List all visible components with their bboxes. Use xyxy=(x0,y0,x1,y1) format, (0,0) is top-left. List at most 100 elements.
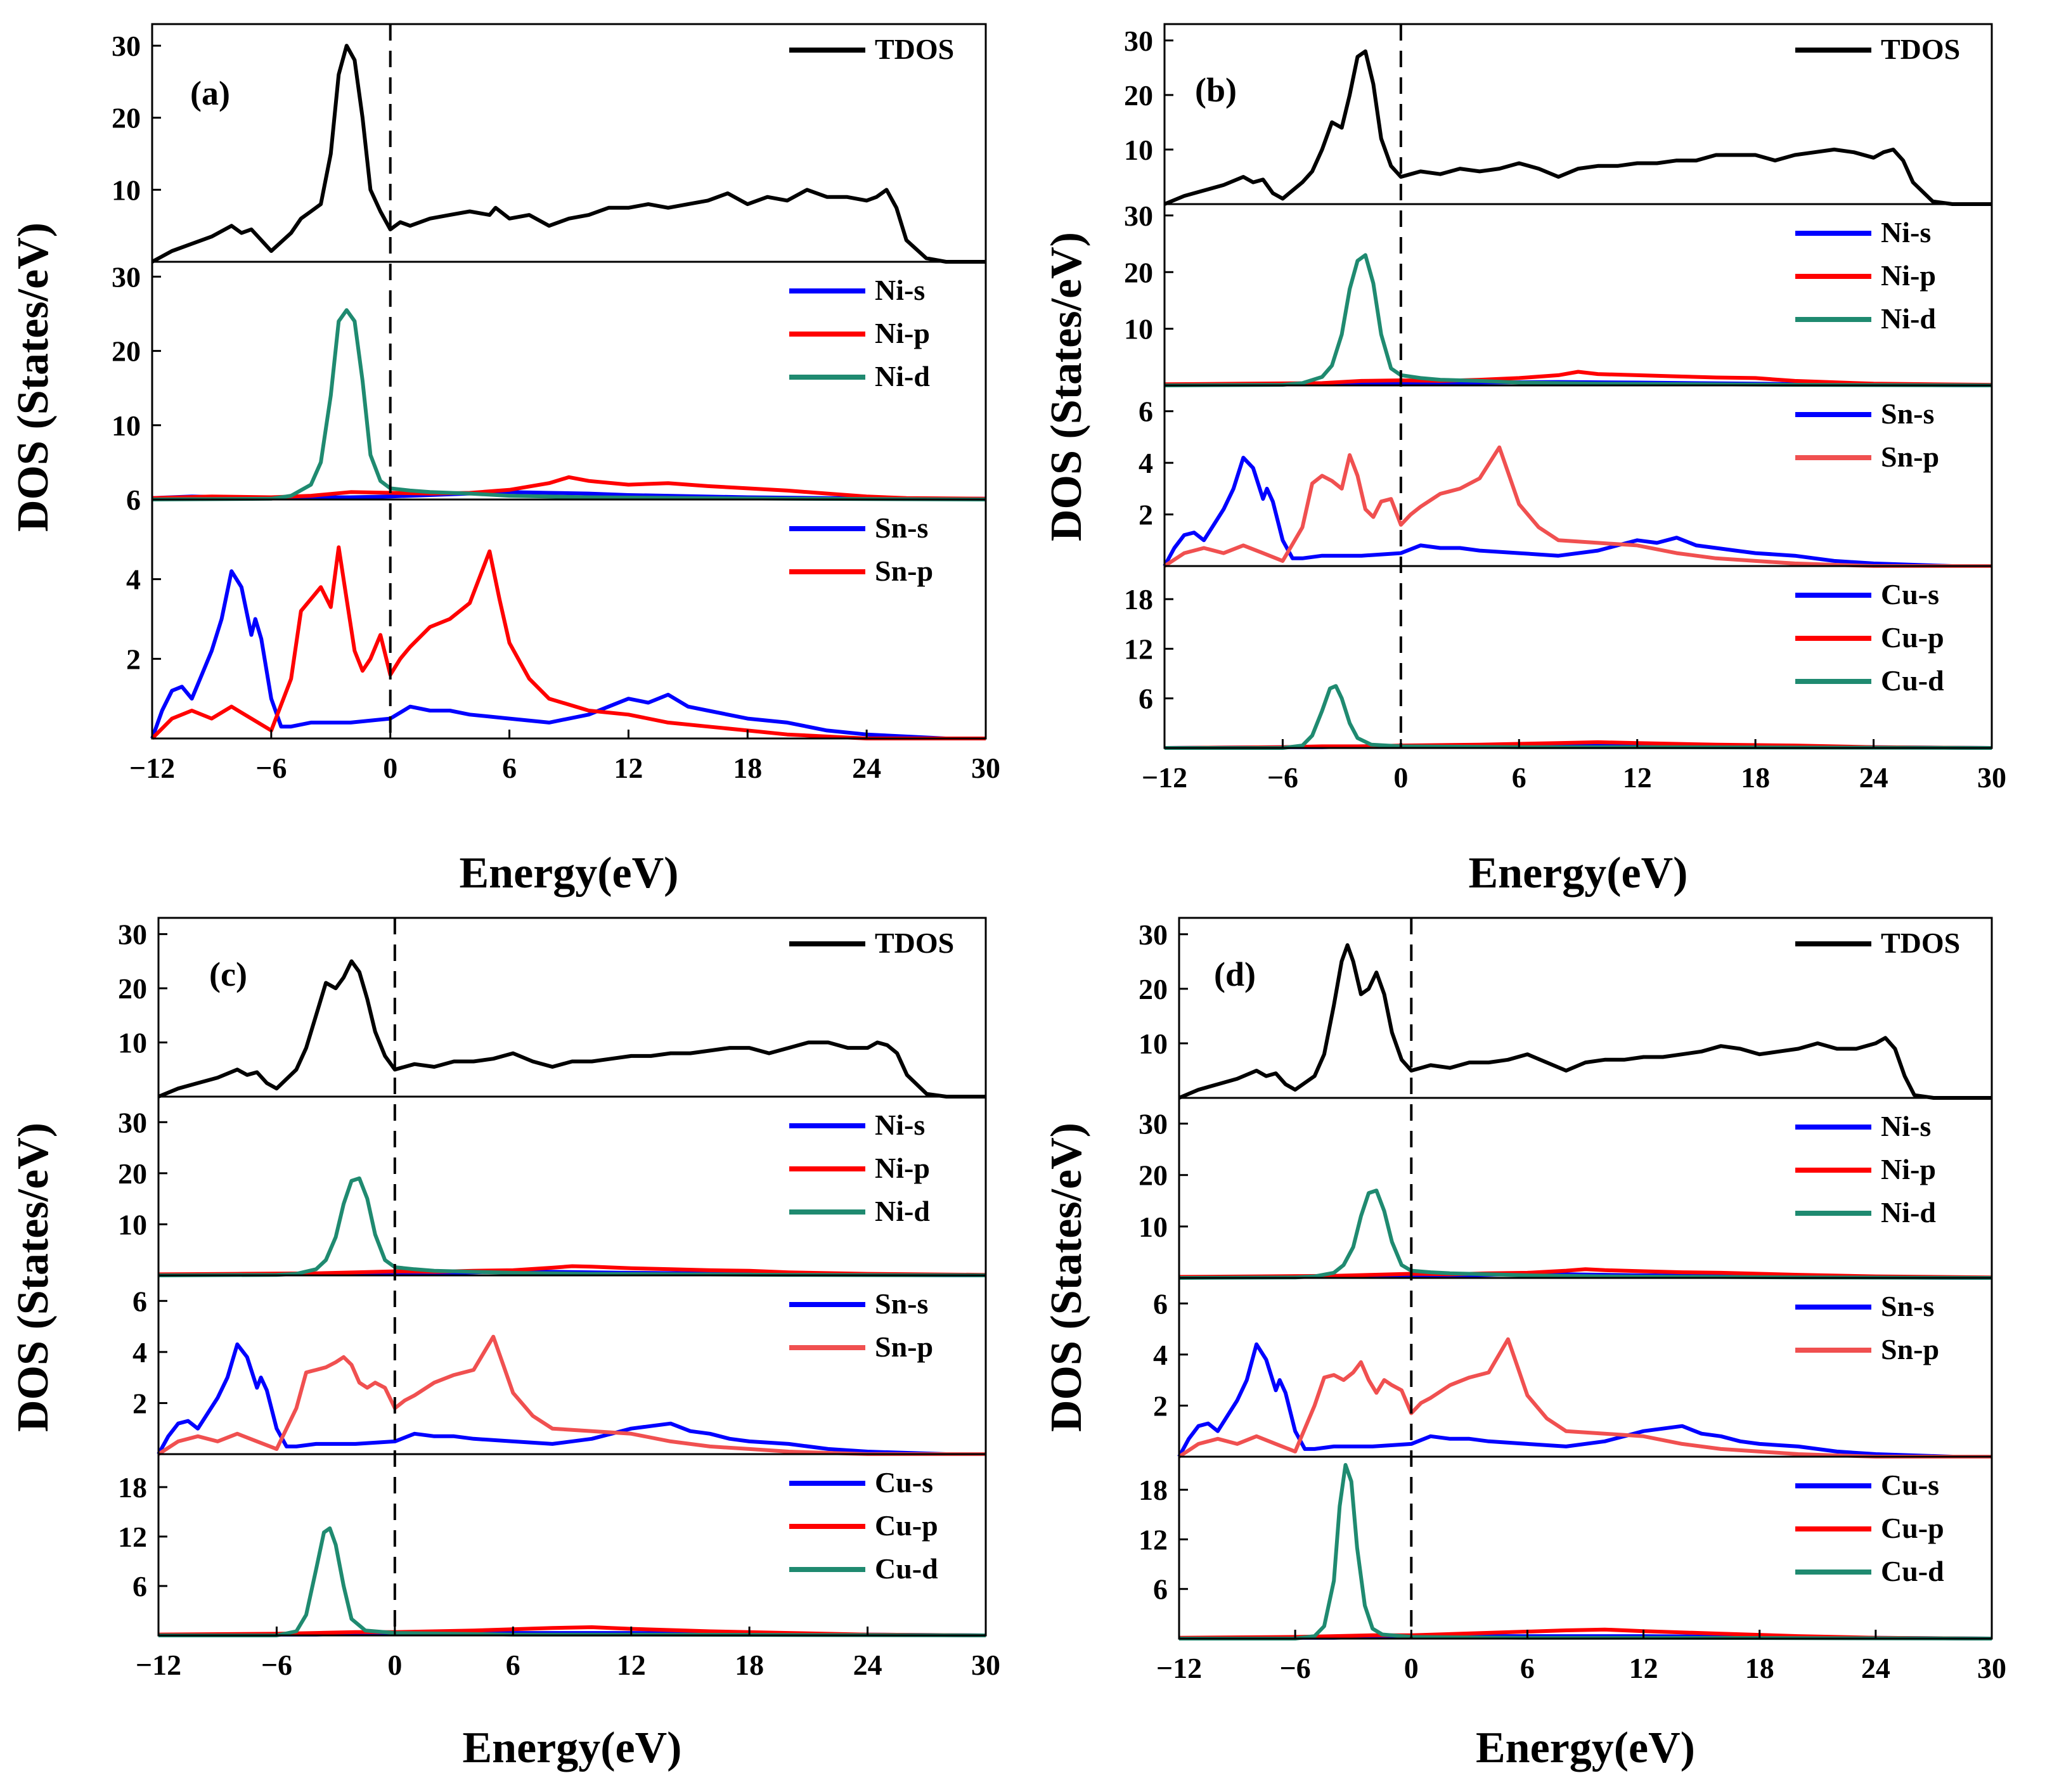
x-tick-label: 0 xyxy=(383,752,397,784)
legend-label-sn-s: Sn-s xyxy=(1881,397,1934,430)
legend-label-cu-d: Cu-d xyxy=(1881,1555,1944,1587)
subplot-Ni: 10 20 30 Ni-s Ni-p Ni-d xyxy=(118,1106,986,1277)
y-tick-label: 20 xyxy=(1139,1159,1168,1192)
y-axis-title: DOS (States/eV) xyxy=(1042,1123,1091,1432)
series-line-sn-p xyxy=(1163,445,1992,568)
legend-label-cu-d: Cu-d xyxy=(1881,664,1944,697)
subplot-Cu: 6 12 18 Cu-s Cu-p Cu-d xyxy=(1139,1463,1992,1641)
y-tick-label: 6 xyxy=(1153,1287,1168,1320)
x-tick-label: 18 xyxy=(1745,1652,1774,1684)
series-line-cu-d xyxy=(1165,684,1992,750)
x-axis-title: Energy(eV) xyxy=(462,1724,681,1772)
panel-label: (a) xyxy=(190,74,230,112)
x-tick-label: 6 xyxy=(502,752,517,784)
legend-label-cu-s: Cu-s xyxy=(1881,578,1939,610)
x-tick-label: 24 xyxy=(1861,1652,1890,1684)
legend-label-ni-s: Ni-s xyxy=(1881,216,1931,248)
legend-label-tdos: TDOS xyxy=(875,927,954,959)
y-tick-label: 2 xyxy=(1153,1389,1168,1422)
legend-label-ni-p: Ni-p xyxy=(875,1152,930,1184)
x-tick-label: 12 xyxy=(617,1649,646,1681)
series-line-cu-p xyxy=(1164,740,1992,750)
panel-label: (c) xyxy=(209,955,247,993)
series-line-sn-p xyxy=(157,1334,986,1456)
x-axis-title: Energy(eV) xyxy=(1476,1724,1695,1772)
y-tick-label: 10 xyxy=(118,1027,147,1059)
x-tick-label: 0 xyxy=(1393,761,1408,794)
panel-label: (d) xyxy=(1214,955,1256,993)
series-line-tdos xyxy=(1178,943,1992,1100)
y-tick-label: 30 xyxy=(1124,25,1153,57)
y-tick-label: 20 xyxy=(112,335,141,368)
panel-frame xyxy=(157,917,987,1637)
series-line-sn-p xyxy=(1178,1337,1992,1459)
y-tick-label: 18 xyxy=(1124,583,1153,616)
legend-label-sn-p: Sn-p xyxy=(875,555,933,587)
y-tick-label: 6 xyxy=(126,484,141,516)
y-tick-label: 10 xyxy=(1139,1028,1168,1060)
x-tick-label: 6 xyxy=(506,1649,520,1681)
panel-frame xyxy=(151,23,987,740)
x-tick-label: 30 xyxy=(1977,1652,2006,1684)
legend-label-sn-s: Sn-s xyxy=(1881,1290,1934,1322)
subplot-Sn: 2 4 6 Sn-s Sn-p xyxy=(1139,396,1992,568)
y-tick-label: 30 xyxy=(112,261,141,293)
series-line-sn-p xyxy=(150,545,986,740)
subplot-Cu: 6 12 18 Cu-s Cu-p Cu-d xyxy=(118,1466,986,1637)
legend-label-ni-d: Ni-d xyxy=(1881,302,1936,335)
y-tick-label: 20 xyxy=(1124,79,1153,112)
subplot-Ni: 10 20 30 Ni-s Ni-p Ni-d xyxy=(1139,1108,1992,1280)
legend-label-tdos: TDOS xyxy=(1881,33,1960,65)
subplot-Ni: 10 20 30 Ni-s Ni-p Ni-d xyxy=(1124,200,1992,387)
y-tick-label: 2 xyxy=(126,643,141,675)
subplot-total: 10 20 30 TDOS xyxy=(118,919,986,1099)
panel-label: (b) xyxy=(1195,71,1237,109)
y-tick-label: 12 xyxy=(1139,1523,1168,1556)
series-line-ni-d xyxy=(1164,253,1992,387)
x-tick-label: −12 xyxy=(1156,1652,1202,1684)
y-tick-label: 6 xyxy=(1153,1573,1168,1606)
x-tick-label: 30 xyxy=(971,752,1000,784)
y-tick-label: 6 xyxy=(132,1570,147,1602)
legend-label-ni-s: Ni-s xyxy=(875,1109,925,1141)
series-line-tdos xyxy=(151,44,986,264)
y-tick-label: 10 xyxy=(1124,134,1153,166)
x-tick-label: 12 xyxy=(614,752,643,784)
legend-label-cu-s: Cu-s xyxy=(1881,1469,1939,1501)
series-line-tdos xyxy=(157,959,986,1099)
legend-label-sn-s: Sn-s xyxy=(875,1287,928,1320)
series-line-sn-s xyxy=(1163,456,1992,568)
legend-label-cu-s: Cu-s xyxy=(875,1466,933,1499)
x-tick-label: 30 xyxy=(1977,761,2006,794)
x-tick-label: −12 xyxy=(1142,761,1187,794)
y-tick-label: 4 xyxy=(132,1336,147,1369)
series-line-cu-p xyxy=(158,1625,986,1637)
x-tick-label: 18 xyxy=(735,1649,764,1681)
x-tick-label: 18 xyxy=(733,752,762,784)
y-tick-label: 30 xyxy=(1124,200,1153,232)
x-tick-label: −12 xyxy=(136,1649,181,1681)
y-tick-label: 2 xyxy=(132,1387,147,1419)
y-tick-label: 6 xyxy=(1139,683,1153,715)
y-axis-title: DOS (States/eV) xyxy=(9,1123,58,1432)
x-tick-label: 18 xyxy=(1741,761,1770,794)
series-line-cu-d xyxy=(1179,1463,1992,1641)
series-line-cu-d xyxy=(158,1526,986,1637)
series-line-sn-s xyxy=(1177,1342,1992,1459)
y-tick-label: 4 xyxy=(1153,1339,1168,1371)
series-line-ni-p xyxy=(152,475,986,501)
legend-label-tdos: TDOS xyxy=(875,33,954,65)
legend-label-cu-p: Cu-p xyxy=(1881,621,1944,654)
y-tick-label: 20 xyxy=(118,972,147,1005)
x-tick-label: 30 xyxy=(971,1649,1000,1681)
panel-frame xyxy=(1178,917,1993,1640)
series-line-tdos xyxy=(1163,49,1992,206)
y-tick-label: 30 xyxy=(1139,919,1168,951)
legend-label-cu-p: Cu-p xyxy=(1881,1512,1944,1544)
x-tick-label: −6 xyxy=(261,1649,292,1681)
x-tick-label: 6 xyxy=(1512,761,1526,794)
y-tick-label: 6 xyxy=(132,1285,147,1317)
